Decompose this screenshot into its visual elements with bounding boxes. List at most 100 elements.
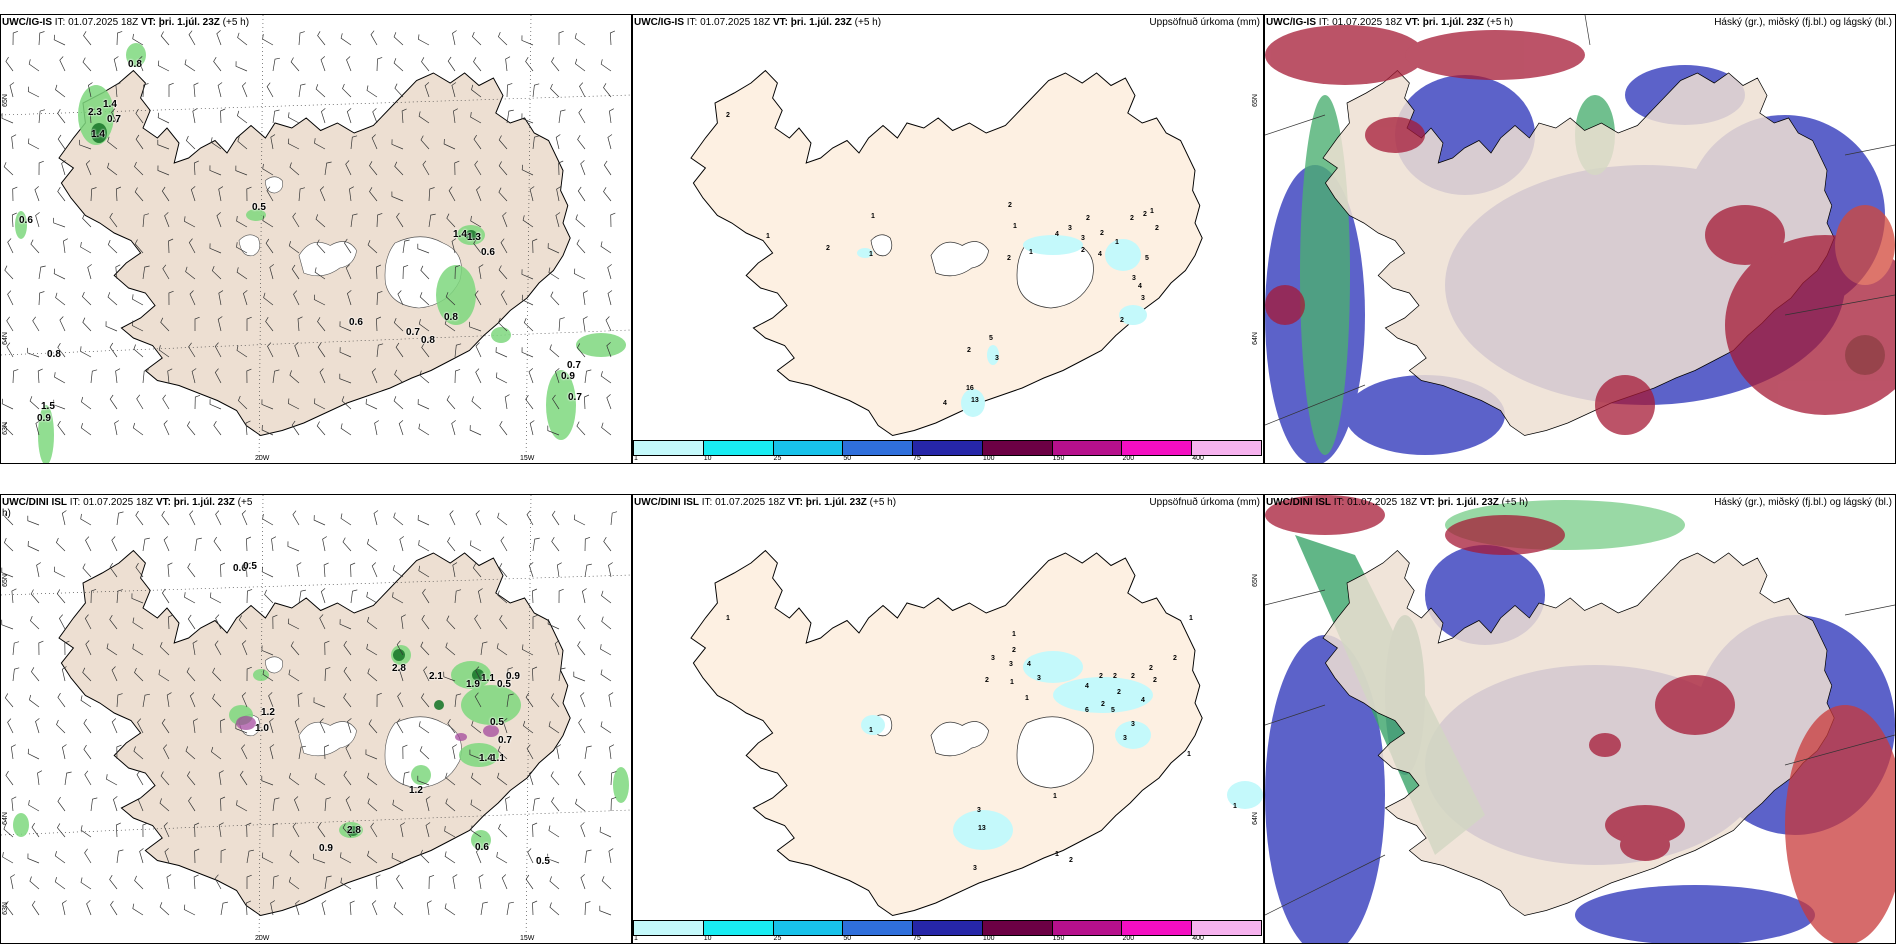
precip-label: 1.3 [467,232,481,243]
wind-barb [142,213,149,228]
wind-barb [239,770,248,786]
precip-value: 4 [1055,231,1059,238]
precip-map-top [690,69,1203,437]
precip-panel-bottom: UWC/DINI ISL IT: 01.07.2025 18Z VT: þri.… [632,494,1264,944]
precip-value: 2 [726,112,730,119]
wind-barb [558,588,564,604]
wind-barb [547,425,560,436]
wind-barb [246,822,252,838]
wind-barb [84,770,92,786]
wind-barb [402,264,409,280]
precip-map-bottom [690,549,1263,917]
wind-barb [504,394,510,410]
wind-barb [366,616,378,630]
wind-barb [343,640,352,656]
wind-barb [366,85,378,98]
wind-barb [451,238,457,254]
precip-value: 16 [966,385,974,392]
wind-barb [532,614,538,629]
wind-barb [162,264,170,280]
wind-barb [374,420,379,436]
wind-barb [37,368,43,384]
wind-barb [59,316,66,332]
lat-label: 63N [1,422,9,435]
wind-barb [551,797,560,812]
wind-barb [194,394,201,410]
wind-barb [142,265,150,280]
wind-barb [210,137,222,150]
wind-barb [215,510,222,526]
wind-barb [346,290,352,306]
precip-label: 0.8 [47,349,61,360]
wind-barb [38,160,44,176]
wind-barb [579,82,586,98]
panel-header: UWC/DINI ISL IT: 01.07.2025 18Z VT: þri.… [634,497,897,508]
wind-barb [323,562,329,578]
wind-barb [532,135,540,150]
precip-value: 2 [967,347,971,354]
wind-barb [189,290,196,306]
wind-barb [57,109,66,124]
wind-barb [188,238,196,254]
wind-barb [245,900,252,916]
wind-barb [90,797,98,812]
wind-barb [56,823,66,838]
wind-barb [475,848,482,864]
wind-barb [184,59,196,72]
wind-barb [31,822,40,838]
wind-barb [319,368,326,384]
wind-barb [109,342,118,358]
precip-value: 4 [1138,283,1142,290]
wind-barb [186,667,196,682]
wind-barb [396,718,404,734]
wind-barb [82,563,92,578]
wind-barb [498,823,508,838]
wind-barb [212,693,222,708]
wind-barb [115,264,121,280]
wind-barb [287,618,300,630]
precip-value: 3 [1081,235,1085,242]
wind-barb [236,110,248,124]
wind-barb [185,746,196,760]
wind-barb [376,57,383,72]
wind-barb [369,187,378,202]
wind-barb [319,718,326,734]
wind-barb [142,822,148,838]
wind-barb [521,113,534,124]
wind-barb [600,669,612,682]
wind-barb [216,212,222,228]
precip-value: 1 [1189,615,1193,622]
wind-barb [324,161,332,176]
wind-barb [391,191,404,202]
wind-barb [163,420,170,436]
precip-label: 0.8 [128,59,142,70]
wind-barb [522,720,534,734]
wind-barb [582,316,588,332]
wind-barb [554,640,560,656]
wind-barb [54,851,66,864]
wind-barb [235,723,248,734]
wind-barb [107,162,118,176]
wind-barb [194,822,200,838]
wind-barb [345,744,352,760]
wind-barb [339,347,352,358]
wind-barb [376,692,382,708]
wind-barb [107,136,118,150]
precip-value: 2 [1149,665,1153,672]
wind-barb [246,536,252,552]
precip-value: 2 [1012,647,1016,654]
wind-barb [396,874,404,890]
wind-barb [558,109,566,124]
precip-value: 3 [1009,661,1013,668]
wind-barb [246,186,252,202]
precip-label: 2.3 [88,107,102,118]
wind-barb [471,84,482,98]
wind-barb [473,57,482,72]
wind-barb [133,344,144,358]
precip-value: 1 [1053,793,1057,800]
wind-barb [316,421,326,436]
wind-barb [213,536,222,552]
wind-barb [452,744,457,760]
wind-barb [474,290,482,306]
precip-label: 0.9 [561,371,575,382]
